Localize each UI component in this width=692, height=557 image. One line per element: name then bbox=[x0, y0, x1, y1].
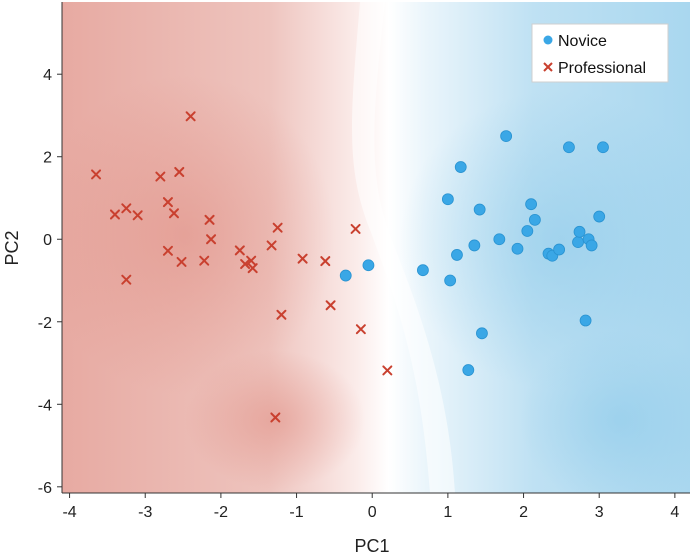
x-axis-label: PC1 bbox=[354, 536, 389, 556]
novice-point bbox=[525, 198, 538, 211]
x-tick-label: -3 bbox=[138, 504, 152, 521]
novice-point bbox=[454, 161, 467, 173]
decision-region-background bbox=[62, 2, 690, 493]
novice-point bbox=[511, 242, 524, 255]
professional-point bbox=[350, 223, 361, 234]
professional-point bbox=[270, 412, 281, 423]
professional-point bbox=[325, 300, 336, 311]
novice-point bbox=[473, 203, 486, 216]
x-tick-label: -1 bbox=[289, 504, 303, 521]
x-tick-label: 2 bbox=[519, 504, 528, 521]
professional-point bbox=[240, 259, 251, 270]
novice-point bbox=[362, 259, 375, 272]
novice-point bbox=[339, 269, 352, 282]
x-tick-label: 1 bbox=[443, 504, 452, 521]
novice-point bbox=[579, 314, 592, 327]
legend-novice-label: Novice bbox=[558, 33, 607, 50]
novice-point bbox=[500, 130, 513, 142]
legend-box bbox=[531, 23, 669, 83]
professional-point bbox=[91, 169, 102, 180]
novice-point bbox=[528, 213, 541, 226]
novice-point bbox=[417, 264, 429, 277]
professional-point bbox=[276, 309, 287, 320]
professional-point bbox=[206, 234, 217, 245]
novice-point bbox=[476, 327, 488, 340]
x-tick-label: 4 bbox=[670, 504, 679, 521]
novice-point bbox=[451, 249, 463, 261]
professional-point bbox=[234, 245, 245, 256]
novice-point bbox=[468, 239, 481, 252]
professional-point bbox=[382, 365, 393, 376]
professional-point bbox=[204, 214, 215, 225]
novice-point bbox=[563, 141, 575, 154]
novice-point bbox=[585, 239, 598, 252]
y-tick-label: -4 bbox=[38, 397, 52, 414]
legend-professional-marker bbox=[543, 62, 553, 72]
professional-point bbox=[272, 222, 283, 233]
professional-point bbox=[109, 209, 120, 220]
professional-point bbox=[176, 256, 187, 267]
novice-point bbox=[597, 141, 609, 154]
x-tick-label: 3 bbox=[595, 504, 604, 521]
y-tick-label: 2 bbox=[43, 150, 52, 167]
professional-point bbox=[185, 111, 196, 122]
y-axis-label: PC2 bbox=[2, 230, 22, 265]
professional-point bbox=[320, 256, 331, 267]
axes: -4 -3 -2 -1 0 1 2 3 4 -6 -4 -2 0 2 4 bbox=[38, 2, 690, 521]
professional-point bbox=[155, 171, 166, 182]
points-layer bbox=[91, 111, 609, 423]
professional-point bbox=[199, 255, 210, 266]
professional-point bbox=[121, 274, 132, 285]
novice-point bbox=[553, 243, 566, 256]
professional-point bbox=[168, 208, 179, 219]
professional-point bbox=[297, 253, 308, 264]
novice-point bbox=[593, 210, 606, 223]
y-tick-label: -2 bbox=[38, 315, 52, 332]
novice-point bbox=[462, 364, 475, 376]
legend: Novice Professional bbox=[531, 23, 669, 83]
professional-point bbox=[162, 245, 173, 256]
novice-point bbox=[572, 236, 584, 249]
novice-point bbox=[573, 225, 586, 238]
x-tick-label: 0 bbox=[368, 504, 377, 521]
professional-point bbox=[266, 240, 277, 251]
y-tick-label: -6 bbox=[38, 480, 52, 497]
professional-point bbox=[121, 203, 132, 214]
novice-point bbox=[444, 274, 457, 287]
professional-point bbox=[132, 210, 143, 221]
professional-point bbox=[247, 263, 258, 274]
x-tick-label: -2 bbox=[214, 504, 228, 521]
legend-novice-marker bbox=[543, 35, 553, 45]
legend-professional-label: Professional bbox=[558, 60, 646, 77]
y-tick-label: 4 bbox=[43, 67, 52, 84]
y-tick-label: 0 bbox=[43, 232, 52, 249]
novice-point bbox=[493, 233, 506, 246]
professional-point bbox=[174, 166, 185, 177]
x-tick-label: -4 bbox=[62, 504, 76, 521]
decision-boundary-band bbox=[351, 2, 455, 493]
novice-point bbox=[521, 225, 534, 237]
professional-point bbox=[162, 197, 173, 208]
professional-point bbox=[355, 324, 366, 335]
novice-point bbox=[441, 193, 454, 206]
